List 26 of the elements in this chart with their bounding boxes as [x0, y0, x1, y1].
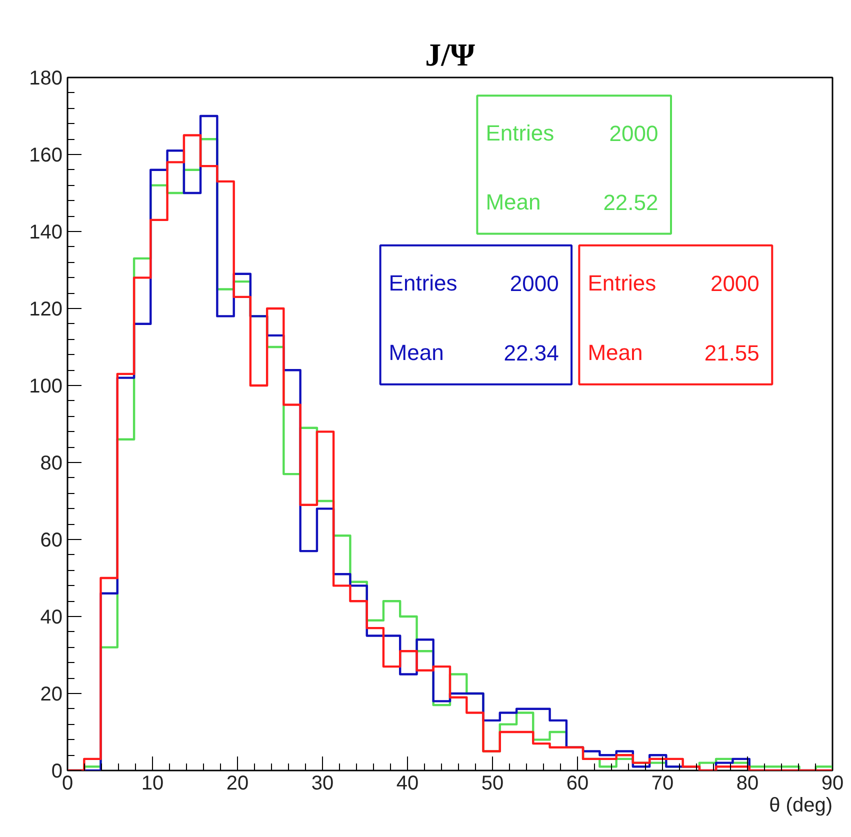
chart-title: J/Ψ: [425, 36, 475, 72]
x-tick-label: 60: [566, 772, 589, 794]
text: Entries 2000: [388, 270, 559, 296]
x-axis-title: θ (deg): [769, 794, 833, 816]
x-tick-label: 80: [736, 772, 759, 794]
y-tick-label: 60: [40, 530, 63, 552]
y-tick-label: 40: [40, 606, 63, 628]
y-tick-label: 160: [29, 144, 63, 166]
text: Entries 2000: [588, 270, 760, 296]
x-tick-label: 20: [226, 772, 249, 794]
y-tick-label: 80: [40, 452, 63, 474]
x-tick-label: 90: [821, 772, 844, 794]
x-tick-label: 40: [396, 772, 419, 794]
text: Mean 22.34: [388, 340, 559, 366]
text: Mean 21.55: [588, 340, 760, 366]
x-tick-label: 50: [481, 772, 504, 794]
y-tick-label: 20: [40, 684, 63, 706]
text: Entries 2000: [486, 120, 658, 146]
y-tick-label: 120: [29, 298, 63, 320]
y-tick-label: 100: [29, 376, 63, 398]
x-tick-label: 70: [651, 772, 674, 794]
y-tick-label: 180: [29, 68, 63, 90]
text: Mean 22.52: [486, 190, 658, 216]
y-tick-label: 140: [29, 222, 63, 244]
x-tick-label: 30: [311, 772, 334, 794]
x-tick-label: 10: [141, 772, 164, 794]
